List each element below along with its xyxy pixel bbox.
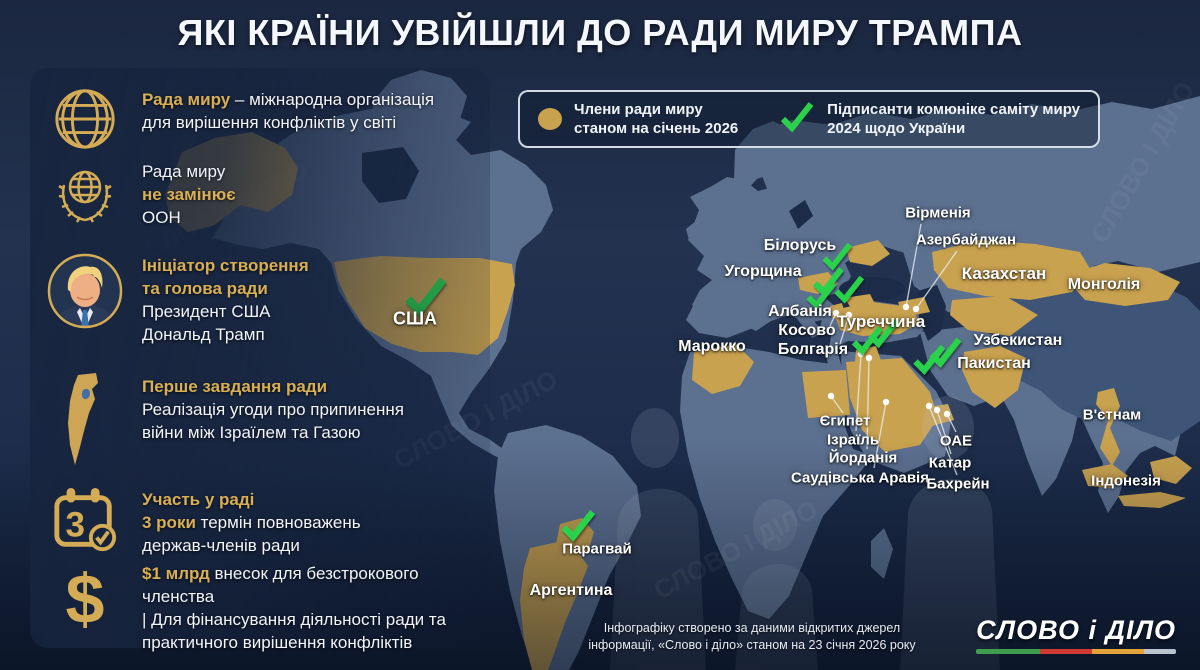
leader-line bbox=[855, 353, 862, 432]
map-country-label: Монголія bbox=[1067, 276, 1141, 293]
east-asia-landmass bbox=[1000, 282, 1200, 441]
map-country-label: Косово bbox=[778, 322, 836, 339]
map-point-dot bbox=[933, 406, 941, 414]
logo-bar-segment bbox=[1143, 649, 1176, 654]
brand-logo: СЛОВО і ДІЛО bbox=[976, 615, 1176, 654]
legend-member-line1: Члени ради миру bbox=[574, 101, 703, 118]
legend-signatory-line1: Підписанти комюніке саміту миру bbox=[827, 101, 1080, 118]
map-country-label: США bbox=[392, 308, 438, 329]
map-country-label: Саудівська Аравія bbox=[791, 469, 929, 487]
info-item-text: $1 млрд внесок для безстрокового членств… bbox=[142, 564, 446, 652]
map-country-label: Туреччина bbox=[836, 312, 926, 331]
leader-line bbox=[866, 357, 870, 450]
map-point-dot bbox=[845, 311, 853, 319]
info-item-text: Участь у раді 3 роки термін повноважень де… bbox=[142, 490, 361, 555]
legend-signatory: Підписанти комюніке саміту миру 2024 щод… bbox=[779, 100, 1080, 139]
map-point-dot bbox=[902, 303, 910, 311]
map-country-label: Болгарія bbox=[777, 341, 849, 358]
leader-line bbox=[928, 405, 958, 476]
info-item-peace-council-definition: Рада миру – міжнародна організація для ви… bbox=[42, 86, 484, 152]
info-panel: Рада миру – міжнародна організація для ви… bbox=[30, 68, 490, 652]
map-country-label: Марокко bbox=[678, 338, 746, 355]
info-item-membership-term: 3 Участь у раді 3 роки термін повноважень д… bbox=[42, 486, 484, 557]
source-line2: інформації, «Слово і діло» станом на 23 … bbox=[588, 638, 916, 652]
signatory-check-icon bbox=[561, 509, 596, 542]
signatory-check-icon bbox=[867, 319, 899, 349]
map-country-label: Угорщина bbox=[724, 263, 802, 280]
map-point-dot bbox=[882, 398, 890, 406]
calendar-3-icon: 3 bbox=[42, 486, 128, 554]
map-country-label: Парагвай bbox=[562, 540, 632, 558]
map-country-label: Індонезія bbox=[1091, 472, 1161, 490]
map-country-label: Бахрейн bbox=[926, 475, 990, 493]
logo-bar-segment bbox=[1040, 649, 1092, 654]
map-country-label: Казахстан bbox=[961, 264, 1047, 283]
map-legend: Члени ради миру станом на січень 2026 Пі… bbox=[518, 90, 1100, 148]
info-item-initiator-trump: Ініціатор створення та голова ради Президе… bbox=[42, 252, 484, 346]
signatory-check-icon bbox=[929, 337, 962, 368]
logo-bar-segment bbox=[976, 649, 1041, 654]
legend-signatory-line2: 2024 щодо України bbox=[827, 120, 966, 137]
signatory-check-icon bbox=[913, 344, 946, 375]
map-country-label: Катар bbox=[928, 454, 972, 472]
map-point-dot bbox=[943, 410, 951, 418]
source-line1: Інфографіку створено за даними відкритих… bbox=[603, 621, 901, 635]
info-item-text: Рада миру – міжнародна організація для ви… bbox=[142, 90, 435, 132]
map-country-label: Аргентина bbox=[529, 582, 613, 599]
map-point-dot bbox=[925, 402, 933, 410]
un-emblem-icon bbox=[42, 158, 128, 230]
leader-line bbox=[915, 250, 958, 310]
logo-bar-segment bbox=[1092, 649, 1144, 654]
trump-avatar bbox=[42, 252, 128, 330]
leader-line bbox=[936, 409, 952, 455]
source-note: Інфографіку створено за даними відкритих… bbox=[552, 620, 952, 654]
info-item-membership-fee: $ $1 млрд внесок для безстрокового членст… bbox=[42, 560, 484, 654]
info-item-text: Рада миру не замінює ООН bbox=[142, 162, 236, 227]
brand-logo-text: СЛОВО і ДІЛО bbox=[976, 615, 1176, 645]
info-item-first-task: Перше завдання ради Реалізація угоди про … bbox=[42, 373, 484, 469]
page-title: ЯКІ КРАЇНИ УВІЙШЛИ ДО РАДИ МИРУ ТРАМПА bbox=[177, 12, 1023, 53]
map-country-label: Пакистан bbox=[957, 355, 1031, 372]
map-country-label: Узбекистан bbox=[973, 332, 1063, 349]
map-country-label: Білорусь bbox=[763, 237, 837, 254]
leader-line bbox=[905, 223, 922, 308]
leader-line bbox=[839, 314, 850, 345]
brand-logo-bar bbox=[976, 649, 1176, 654]
map-country-label: Ізраїль bbox=[826, 431, 880, 449]
map-country-label: В'єтнам bbox=[1082, 406, 1142, 424]
map-point-dot bbox=[827, 392, 835, 400]
member-dot-icon bbox=[538, 108, 562, 130]
israel-map-icon bbox=[42, 373, 128, 469]
map-country-label: Йорданія bbox=[828, 449, 898, 467]
leader-line bbox=[830, 395, 844, 414]
map-country-label: Азербайджан bbox=[915, 231, 1017, 249]
legend-member: Члени ради миру станом на січень 2026 bbox=[538, 100, 738, 138]
info-item-text: Перше завдання ради Реалізація угоди про … bbox=[142, 377, 404, 442]
map-country-label: Вірменія bbox=[905, 204, 971, 222]
map-point-dot bbox=[865, 354, 873, 362]
green-check-icon bbox=[779, 100, 815, 139]
signatory-check-icon bbox=[822, 242, 853, 271]
info-item-not-replacing-un: Рада миру не замінює ООН bbox=[42, 158, 484, 230]
svg-text:3: 3 bbox=[66, 506, 85, 545]
legend-member-line2: станом на січень 2026 bbox=[574, 120, 739, 137]
map-country-label: ОАЕ bbox=[939, 432, 973, 450]
signatory-check-icon bbox=[812, 267, 844, 297]
signatory-check-icon bbox=[834, 275, 865, 304]
svg-text:$: $ bbox=[66, 560, 105, 638]
map-country-label: Албанія bbox=[768, 303, 832, 320]
info-item-text: Ініціатор створення та голова ради Президе… bbox=[142, 256, 309, 344]
map-point-dot bbox=[832, 309, 840, 317]
leader-line bbox=[946, 413, 957, 433]
leader-line bbox=[873, 401, 887, 469]
globe-icon bbox=[42, 86, 128, 152]
signatory-check-icon bbox=[806, 281, 837, 310]
map-country-label: Єгипет bbox=[819, 412, 871, 430]
map-point-dot bbox=[912, 305, 920, 313]
dollar-icon: $ bbox=[42, 560, 128, 638]
